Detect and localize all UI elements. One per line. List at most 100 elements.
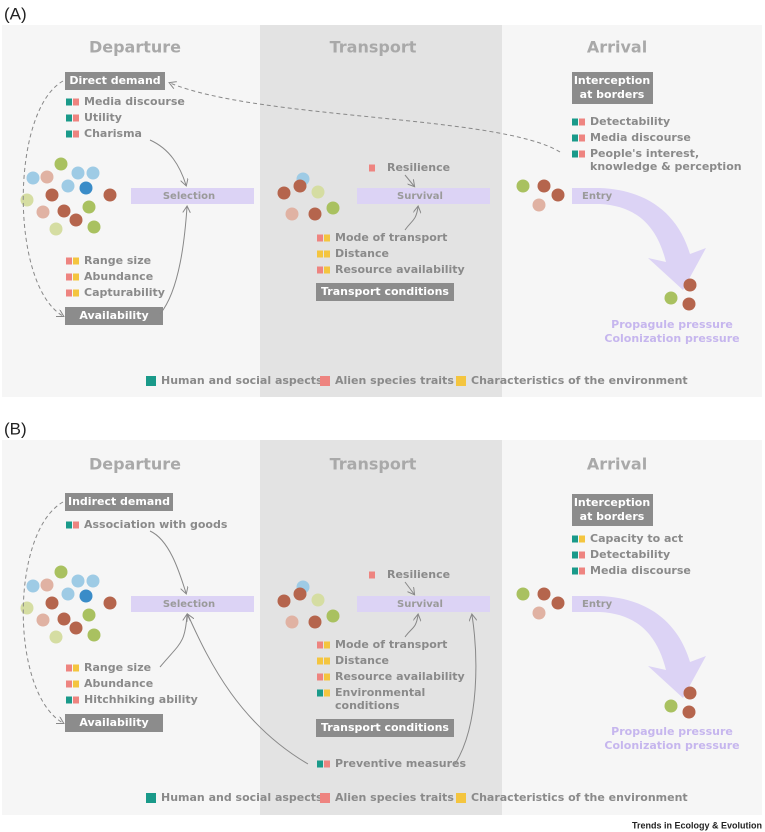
selection-bar [131, 596, 254, 612]
legend-label: Human and social aspects [161, 374, 323, 387]
demand-box [65, 72, 165, 90]
legend-square [456, 793, 466, 803]
key-square [324, 673, 330, 681]
pressure-label: Colonization pressure [604, 739, 739, 752]
species-dot [69, 213, 83, 227]
footer: Trends in Ecology & Evolution [632, 820, 762, 830]
species-dot [682, 705, 696, 719]
entry-arrow [572, 596, 706, 698]
key-square [73, 289, 79, 297]
demand-box [65, 493, 173, 511]
key-square [73, 257, 79, 265]
selection-label: Selection [163, 191, 215, 202]
availability-factor: Abundance [84, 270, 153, 283]
interception-label: at borders [580, 510, 645, 523]
key-square [317, 250, 323, 258]
species-dot [40, 578, 54, 592]
key-square [317, 673, 323, 681]
panel-label: (A) [4, 4, 27, 23]
transport-factor: conditions [335, 699, 400, 712]
species-dot [40, 170, 54, 184]
arrival-factor: Detectability [590, 548, 670, 561]
transport-factor: Distance [335, 247, 389, 260]
key-square [324, 250, 330, 258]
key-square [369, 164, 375, 172]
arrow [404, 174, 414, 186]
legend-square [146, 793, 156, 803]
demand-label: Direct demand [69, 74, 160, 87]
legend-label: Human and social aspects [161, 791, 323, 804]
species-dot [551, 596, 565, 610]
species-dot [57, 612, 71, 626]
species-dot [79, 589, 93, 603]
arrival-factor: knowledge & perception [590, 160, 742, 173]
key-square [73, 521, 79, 529]
species-dot [285, 207, 299, 221]
survival-label: Survival [397, 599, 443, 610]
key-square [317, 657, 323, 665]
demand-factor: Association with goods [84, 518, 228, 531]
dashed-arrow [22, 501, 63, 723]
survival-bar [357, 596, 490, 612]
availability-factor: Capturability [84, 286, 165, 299]
preventive-measures: Preventive measures [335, 757, 467, 770]
key-square [73, 114, 79, 122]
availability-factor: Range size [84, 254, 151, 267]
key-square [317, 266, 323, 274]
selection-bar [131, 188, 254, 204]
interception-box [572, 494, 653, 526]
key-square [324, 689, 330, 697]
interception-box [572, 72, 653, 104]
interception-label: at borders [580, 88, 645, 101]
transport-factor: Environmental [335, 686, 425, 699]
arrival-factor: People's interest, [590, 147, 699, 160]
species-dot [36, 205, 50, 219]
species-dot [683, 686, 697, 700]
species-dot [57, 204, 71, 218]
transport-factor: Resource availability [335, 670, 465, 683]
pressure-label: Propagule pressure [611, 725, 733, 738]
key-square [73, 273, 79, 281]
key-square [579, 118, 585, 126]
key-square [572, 567, 578, 575]
entry-label: Entry [582, 599, 613, 610]
species-dot [683, 278, 697, 292]
key-square [572, 535, 578, 543]
demand-factor: Utility [84, 111, 122, 124]
arrow [404, 207, 418, 231]
species-dot [551, 188, 565, 202]
survival-bar [357, 188, 490, 204]
demand-label: Indirect demand [68, 495, 170, 508]
arrival-factor: Media discourse [590, 131, 691, 144]
key-square [66, 664, 72, 672]
resilience: Resilience [387, 161, 450, 174]
species-dot [537, 587, 551, 601]
species-dot [82, 608, 96, 622]
species-dot [277, 594, 291, 608]
species-dot [79, 181, 93, 195]
key-square [579, 535, 585, 543]
availability-box [65, 307, 163, 325]
key-square [73, 130, 79, 138]
demand-factor: Media discourse [84, 95, 185, 108]
legend-square [146, 376, 156, 386]
arrival-factor: Media discourse [590, 564, 691, 577]
species-dot [45, 596, 59, 610]
key-square [572, 134, 578, 142]
legend-label: Alien species traits [335, 374, 454, 387]
entry-arrow [572, 188, 706, 290]
species-dot [664, 291, 678, 305]
key-square [73, 98, 79, 106]
key-square [66, 696, 72, 704]
arrow [149, 139, 186, 185]
column-title: Transport [330, 455, 417, 474]
species-dot [26, 579, 40, 593]
pressure-label: Colonization pressure [604, 332, 739, 345]
species-dot [537, 179, 551, 193]
species-dot [86, 574, 100, 588]
species-dot [20, 601, 34, 615]
legend-square [456, 376, 466, 386]
conditions-label: Transport conditions [321, 721, 449, 734]
key-square [579, 134, 585, 142]
legend-square [320, 793, 330, 803]
